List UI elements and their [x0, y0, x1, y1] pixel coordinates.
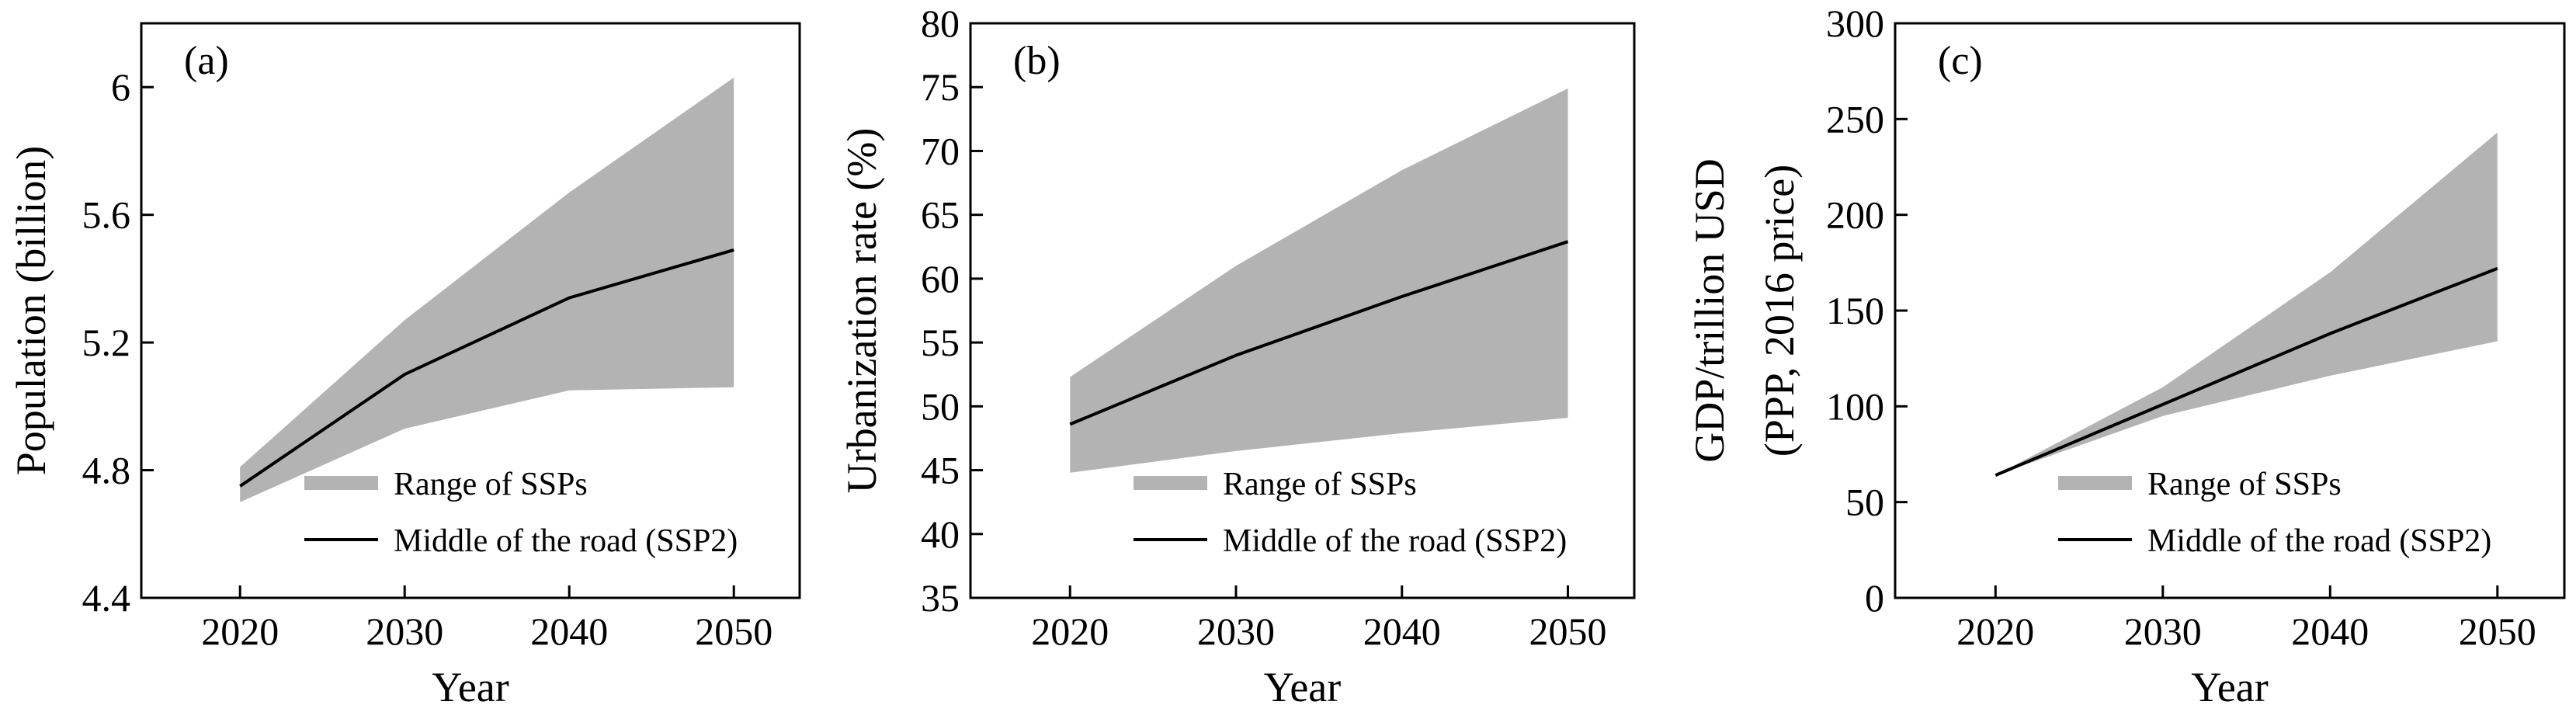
y-tick-label: 75 [921, 65, 960, 109]
ssp2-line [239, 248, 734, 488]
y-tick-label: 55 [921, 321, 960, 364]
y-tick-label: 60 [921, 257, 960, 300]
y-tick-label: 300 [1826, 2, 1884, 45]
ssp-range-band [1995, 132, 2498, 476]
x-axis-label: Year [1264, 664, 1342, 710]
legend-line-label: Middle of the road (SSP2) [1223, 523, 1567, 559]
legend-line-label: Middle of the road (SSP2) [2147, 523, 2491, 559]
y-axis-label: (PPP, 2016 price) [1756, 165, 1803, 457]
x-tick-label: 2030 [1197, 610, 1275, 653]
panel-label: (a) [184, 39, 229, 83]
legend-band-label: Range of SSPs [1223, 467, 1417, 502]
y-tick-label: 200 [1826, 193, 1884, 237]
y-tick-label: 50 [921, 384, 960, 428]
y-tick-label: 0 [1865, 576, 1884, 620]
y-tick-label: 50 [1845, 481, 1884, 524]
ssp2-line [1069, 240, 1569, 426]
y-tick-label: 100 [1826, 384, 1884, 428]
panel-label: (b) [1013, 39, 1061, 83]
y-tick-label: 250 [1826, 97, 1884, 141]
y-tick-label: 80 [921, 2, 960, 45]
y-tick-label: 35 [921, 576, 960, 620]
x-tick-label: 2020 [201, 610, 279, 653]
y-axis-label: GDP/trillion USD [1686, 158, 1733, 463]
plot-frame [140, 22, 801, 599]
y-tick-label: 40 [921, 512, 960, 556]
y-tick-label: 45 [921, 449, 960, 492]
x-tick-label: 2040 [1363, 610, 1441, 653]
x-tick-label: 2020 [1031, 610, 1109, 653]
legend-band-label: Range of SSPs [394, 467, 588, 502]
ssp-range-band [240, 77, 734, 502]
panel-1: 4.4 4.8 5.2 5.6 6 2020 2030 2040 2050 Year Populat… [8, 22, 801, 710]
ssp-range-band [1070, 88, 1568, 473]
y-tick-label: 150 [1826, 289, 1884, 332]
x-axis-label: Year [432, 664, 509, 710]
panel-label: (c) [1938, 39, 1983, 83]
x-tick-label: 2030 [2124, 610, 2202, 653]
y-tick-label: 70 [921, 129, 960, 172]
y-tick-label: 4.8 [82, 449, 131, 492]
panel-3: 0 50 100 150 200 250 300 2020 2030 2040 2050 Year GD… [1686, 2, 2566, 710]
y-tick-label: 5.6 [82, 193, 131, 237]
y-tick-label: 65 [921, 193, 960, 237]
x-tick-label: 2040 [2291, 610, 2369, 653]
y-tick-label: 6 [111, 65, 130, 109]
panel-2: 35 40 45 50 55 60 65 70 75 80 2020 2030 2040 2050 Year… [838, 2, 1636, 710]
legend-band-label: Range of SSPs [2147, 467, 2342, 502]
x-tick-label: 2020 [1956, 610, 2034, 653]
y-axis-label: Population (billion) [8, 146, 54, 476]
x-tick-label: 2050 [1529, 610, 1607, 653]
y-axis-label: Urbanization rate (%) [838, 128, 885, 494]
x-tick-label: 2050 [2459, 610, 2536, 653]
y-tick-label: 5.2 [82, 321, 131, 364]
y-tick-label: 4.4 [82, 576, 131, 620]
plot-frame [969, 22, 1636, 599]
x-tick-label: 2040 [530, 610, 608, 653]
legend-line-label: Middle of the road (SSP2) [394, 523, 738, 559]
x-axis-label: Year [2191, 664, 2269, 710]
x-tick-label: 2030 [366, 610, 443, 653]
ssp2-line [1994, 266, 2498, 477]
x-tick-label: 2050 [695, 610, 772, 653]
